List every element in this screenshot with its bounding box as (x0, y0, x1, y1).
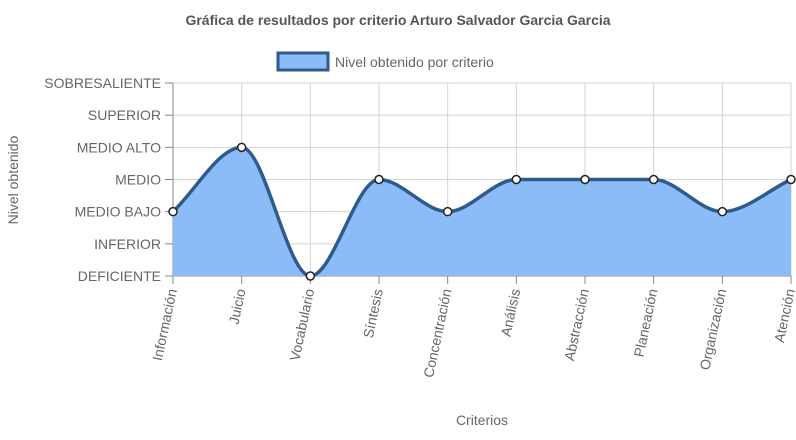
plot-area (171, 145, 792, 278)
data-point (442, 206, 453, 217)
data-point (236, 142, 247, 153)
y-tick-label: MEDIO BAJO (75, 204, 161, 220)
x-tick-label: Planeación (631, 287, 661, 358)
chart-title: Gráfica de resultados por criterio Artur… (185, 12, 610, 28)
y-axis-title: Nivel obtenido (5, 135, 21, 224)
y-tick-label: DEFICIENTE (78, 268, 161, 284)
data-point (511, 174, 522, 185)
series-area-fill (173, 147, 791, 276)
y-axis-tick-labels: DEFICIENTE INFERIOR MEDIO BAJO MEDIO MEDIO A… (44, 75, 161, 284)
x-tick-label: Organización (696, 287, 729, 371)
y-tick-label: SOBRESALIENTE (44, 75, 161, 91)
legend-label: Nivel obtenido por criterio (335, 54, 494, 70)
y-tick-label: INFERIOR (94, 236, 161, 252)
x-tick-label: Juicio (226, 287, 249, 326)
x-tick-label: Análisis (498, 287, 524, 338)
data-point (648, 174, 659, 185)
data-points (168, 142, 796, 281)
data-point (580, 174, 590, 185)
data-point (305, 271, 316, 281)
x-axis-title: Criterios (456, 412, 508, 428)
x-tick-label: Información (149, 287, 180, 362)
legend[interactable]: Nivel obtenido por criterio (276, 51, 494, 72)
data-point (374, 174, 384, 185)
x-tick-label: Vocabulario (286, 287, 317, 362)
x-tick-label: Atención (771, 287, 796, 344)
data-point (717, 206, 728, 217)
legend-swatch (276, 51, 330, 72)
data-point (786, 174, 796, 185)
y-tick-label: MEDIO (115, 172, 161, 188)
x-axis-tick-labels: Información Juicio Vocabulario Síntesis Conc… (149, 287, 796, 379)
data-point (168, 206, 178, 217)
y-tick-label: SUPERIOR (88, 107, 161, 123)
x-tick-label: Síntesis (360, 287, 386, 339)
y-tick-label: MEDIO ALTO (77, 139, 161, 155)
x-tick-label: Concentración (420, 287, 454, 379)
x-tick-label: Abstracción (561, 287, 592, 362)
